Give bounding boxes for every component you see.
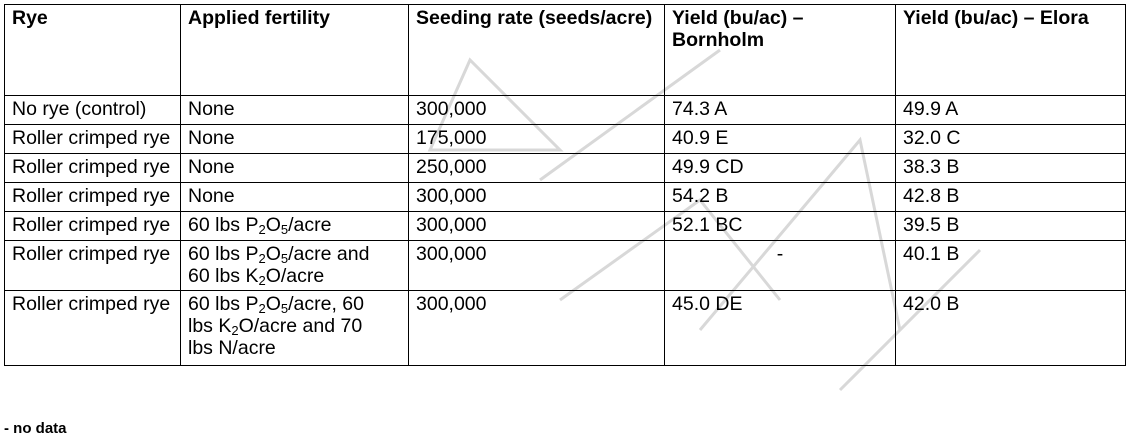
cell-yield-elora: 38.3 B: [895, 153, 1126, 183]
cell-rye: Roller crimped rye: [4, 124, 181, 154]
header-row: Rye Applied fertility Seeding rate (seed…: [4, 4, 1126, 96]
cell-rye: Roller crimped rye: [4, 211, 181, 241]
table-row: Roller crimped rye 60 lbs P2O5/acre 300,…: [4, 211, 1126, 241]
cell-yield-elora: 32.0 C: [895, 124, 1126, 154]
cell-rye: Roller crimped rye: [4, 290, 181, 366]
cell-fertility: 60 lbs P2O5/acre, 60 lbs K2O/acre and 70 l…: [180, 290, 409, 366]
cell-fertility: 60 lbs P2O5/acre: [180, 211, 409, 241]
cell-yield-bornholm: 40.9 E: [664, 124, 896, 154]
table-row: Roller crimped rye None 175,000 40.9 E 3…: [4, 124, 1126, 154]
cell-yield-elora: 42.0 B: [895, 290, 1126, 366]
header-seeding-rate: Seeding rate (seeds/acre): [408, 4, 665, 96]
cell-seeding-rate: 250,000: [408, 153, 665, 183]
cell-seeding-rate: 300,000: [408, 95, 665, 125]
cell-yield-elora: 39.5 B: [895, 211, 1126, 241]
cell-yield-bornholm: 52.1 BC: [664, 211, 896, 241]
table-row: No rye (control) None 300,000 74.3 A 49.…: [4, 95, 1126, 125]
cell-rye: Roller crimped rye: [4, 153, 181, 183]
cell-seeding-rate: 300,000: [408, 240, 665, 291]
cell-fertility: None: [180, 153, 409, 183]
cell-yield-elora: 40.1 B: [895, 240, 1126, 291]
header-yield-bornholm: Yield (bu/ac) – Bornholm: [664, 4, 896, 96]
table-row: Roller crimped rye 60 lbs P2O5/acre and 6…: [4, 240, 1126, 291]
cell-rye: Roller crimped rye: [4, 182, 181, 212]
cell-yield-bornholm: 45.0 DE: [664, 290, 896, 366]
cell-fertility: None: [180, 95, 409, 125]
header-yield-elora: Yield (bu/ac) – Elora: [895, 4, 1126, 96]
table-row: Roller crimped rye 60 lbs P2O5/acre, 60 l…: [4, 290, 1126, 366]
cell-yield-bornholm: 54.2 B: [664, 182, 896, 212]
cell-yield-elora: 42.8 B: [895, 182, 1126, 212]
table-row: Roller crimped rye None 250,000 49.9 CD …: [4, 153, 1126, 183]
header-rye: Rye: [4, 4, 181, 96]
cell-rye: No rye (control): [4, 95, 181, 125]
cell-seeding-rate: 300,000: [408, 211, 665, 241]
cell-seeding-rate: 300,000: [408, 182, 665, 212]
cell-seeding-rate: 175,000: [408, 124, 665, 154]
cell-fertility: 60 lbs P2O5/acre and 60 lbs K2O/acre: [180, 240, 409, 291]
cell-fertility: None: [180, 182, 409, 212]
cell-fertility: None: [180, 124, 409, 154]
cell-yield-bornholm: 49.9 CD: [664, 153, 896, 183]
rye-yield-table: Rye Applied fertility Seeding rate (seed…: [4, 4, 1126, 366]
footnote: - no data: [4, 420, 67, 437]
cell-seeding-rate: 300,000: [408, 290, 665, 366]
cell-yield-elora: 49.9 A: [895, 95, 1126, 125]
table-row: Roller crimped rye None 300,000 54.2 B 4…: [4, 182, 1126, 212]
header-applied-fertility: Applied fertility: [180, 4, 409, 96]
cell-yield-bornholm: -: [664, 240, 896, 291]
cell-rye: Roller crimped rye: [4, 240, 181, 291]
cell-yield-bornholm: 74.3 A: [664, 95, 896, 125]
